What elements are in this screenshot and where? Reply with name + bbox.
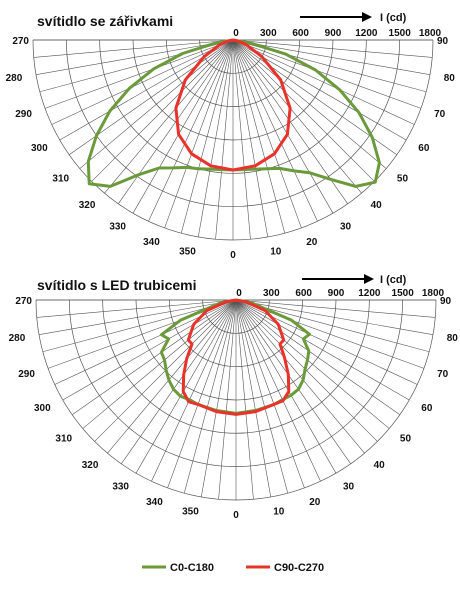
radial-tick-label: 1200 (358, 288, 381, 299)
angle-tick-label: 270 (12, 36, 29, 47)
angle-tick-label: 280 (9, 333, 26, 344)
radial-tick-label: 600 (292, 28, 309, 39)
legend: C0-C180 C90-C270 (142, 562, 324, 574)
angle-tick-label: 30 (340, 221, 352, 232)
radial-tick-label: 0 (236, 288, 242, 299)
angle-tick-label: 300 (31, 143, 48, 154)
angle-tick-label: 280 (6, 73, 23, 84)
unit-label: I (cd) (380, 274, 407, 286)
angle-tick-label: 50 (397, 174, 409, 185)
angle-tick-label: 350 (179, 247, 196, 258)
radial-tick-label: 1800 (419, 28, 442, 39)
radial-tick-label: 0 (233, 28, 239, 39)
angle-tick-label: 80 (444, 73, 456, 84)
angle-tick-label: 70 (434, 109, 446, 120)
angle-tick-label: 310 (52, 174, 69, 185)
angle-tick-label: 60 (421, 403, 433, 414)
angle-tick-label: 10 (273, 507, 285, 518)
radial-tick-label: 300 (263, 288, 280, 299)
radial-tick-label: 1800 (422, 288, 445, 299)
angle-tick-label: 270 (15, 296, 32, 307)
circular-gridline (35, 299, 437, 501)
angle-tick-label: 60 (418, 143, 430, 154)
angle-tick-label: 340 (143, 237, 160, 248)
radial-tick-label: 600 (295, 288, 312, 299)
angle-tick-label: 40 (374, 460, 386, 471)
angle-tick-label: 90 (440, 296, 452, 307)
circular-gridline (102, 299, 370, 434)
chart-title: svítidlo s LED trubicemi (37, 277, 196, 293)
angle-tick-label: 290 (18, 369, 35, 380)
angle-tick-label: 20 (306, 237, 318, 248)
radial-tick-label: 900 (328, 288, 345, 299)
circular-gridline (132, 39, 334, 141)
circular-gridline (68, 299, 404, 467)
intensity-curves (159, 298, 311, 416)
angle-tick-label: 290 (15, 109, 32, 120)
angle-tick-label: 0 (233, 510, 239, 521)
polar-chart-led: svítidlo s LED trubicemi I (cd) 0 300 600 9… (9, 274, 459, 521)
radial-tick-label: 900 (325, 28, 342, 39)
circular-gridline (65, 39, 401, 207)
angle-tick-label: 330 (112, 481, 129, 492)
angle-tick-label: 20 (309, 497, 321, 508)
angle-tick-label: 320 (82, 460, 99, 471)
angle-tick-label: 330 (109, 221, 126, 232)
radial-tick-label: 300 (260, 28, 277, 39)
legend-item-c90-c270: C90-C270 (246, 562, 324, 574)
radial-tick-label: 1200 (355, 28, 378, 39)
radial-tick-label: 1500 (392, 288, 415, 299)
series-line-c90-c270 (181, 298, 291, 416)
chart-title: svítidlo se zářivkami (37, 13, 173, 29)
polar-chart-fluorescent: svítidlo se zářivkami I (cd) 0 300 600 900 1… (6, 12, 456, 261)
polar-grid (32, 39, 434, 241)
angle-tick-label: 80 (447, 333, 459, 344)
tick-labels: 0 300 600 900 1200 1500 1800270280290300310320… (9, 288, 459, 521)
angle-tick-label: 340 (146, 497, 163, 508)
circular-gridline (32, 39, 434, 241)
circular-gridline (135, 299, 337, 401)
legend-item-c0-c180: C0-C180 (142, 562, 214, 574)
circular-gridline (168, 299, 304, 367)
angle-tick-label: 300 (34, 403, 51, 414)
angle-tick-label: 50 (400, 434, 412, 445)
angle-tick-label: 30 (343, 481, 355, 492)
angle-tick-label: 90 (437, 36, 449, 47)
series-line-c0-c180 (86, 38, 381, 188)
legend-label: C0-C180 (170, 562, 214, 574)
angle-tick-label: 350 (182, 507, 199, 518)
angle-tick-label: 70 (437, 369, 449, 380)
circular-gridline (199, 39, 267, 74)
unit-arrow (300, 12, 372, 22)
angle-tick-label: 40 (371, 200, 383, 211)
circular-gridline (165, 39, 301, 107)
radial-tick-label: 1500 (389, 28, 412, 39)
intensity-curves (86, 38, 381, 188)
angle-tick-label: 320 (79, 200, 96, 211)
angle-tick-label: 10 (270, 247, 282, 258)
circular-gridline (99, 39, 367, 174)
angle-tick-label: 0 (230, 250, 236, 261)
tick-labels: 0 300 600 900 1200 1500 1800270280290300310320… (6, 28, 456, 261)
angle-tick-label: 310 (55, 434, 72, 445)
series-line-c90-c270 (174, 38, 292, 172)
unit-arrow (302, 274, 374, 284)
legend-label: C90-C270 (274, 562, 324, 574)
unit-label: I (cd) (380, 12, 407, 24)
